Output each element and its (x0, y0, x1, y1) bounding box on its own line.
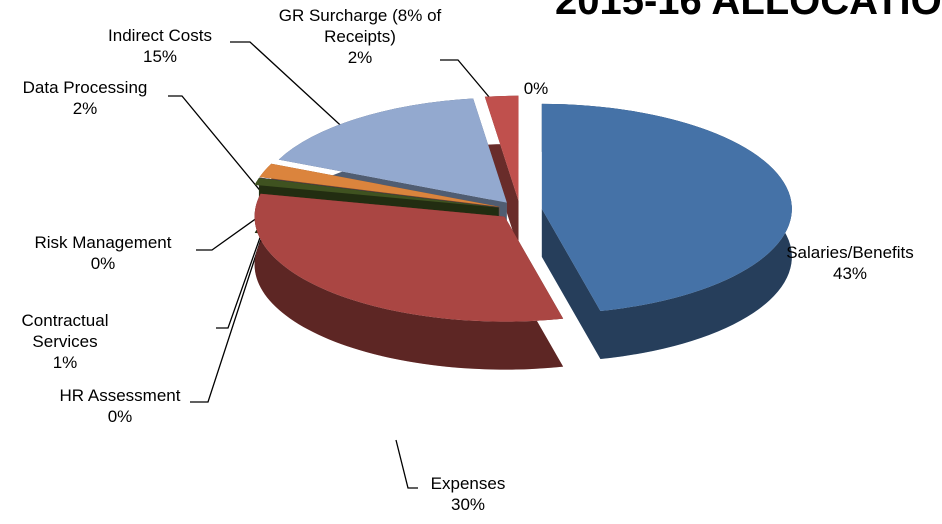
value-label: 43% (832, 264, 868, 283)
category-label: HR Assessment (59, 386, 181, 405)
category-label: Indirect Costs (108, 26, 212, 45)
slice (278, 98, 507, 203)
pie (254, 95, 792, 370)
category-label: Salaries/Benefits (786, 243, 914, 262)
value-label: 15% (142, 47, 178, 66)
value-label: 2% (72, 99, 98, 118)
slice (259, 163, 500, 207)
chart-title: 2015-16 ALLOCATION (555, 0, 942, 23)
value-label: 1% (52, 353, 78, 372)
value-label: 2% (347, 48, 373, 67)
value-label: 0% (523, 79, 549, 98)
leader-line (190, 217, 269, 403)
slice (254, 177, 499, 208)
leader-line (395, 439, 418, 489)
leader-line (168, 95, 273, 206)
category-label: Contractual Services (21, 311, 109, 351)
leader-line (216, 214, 269, 329)
value-label: 0% (90, 254, 116, 273)
category-label: GR Surcharge (8% of Receipts) (278, 6, 442, 46)
category-label: Expenses (430, 474, 506, 493)
slice (484, 95, 519, 201)
slice (541, 103, 792, 311)
category-label: Data Processing (22, 78, 148, 97)
slice (254, 193, 564, 322)
leader-line (196, 209, 269, 251)
leader-line (440, 59, 501, 111)
value-label: 0% (107, 407, 133, 426)
category-label: Risk Management (34, 233, 172, 252)
value-label: 30% (450, 495, 486, 514)
